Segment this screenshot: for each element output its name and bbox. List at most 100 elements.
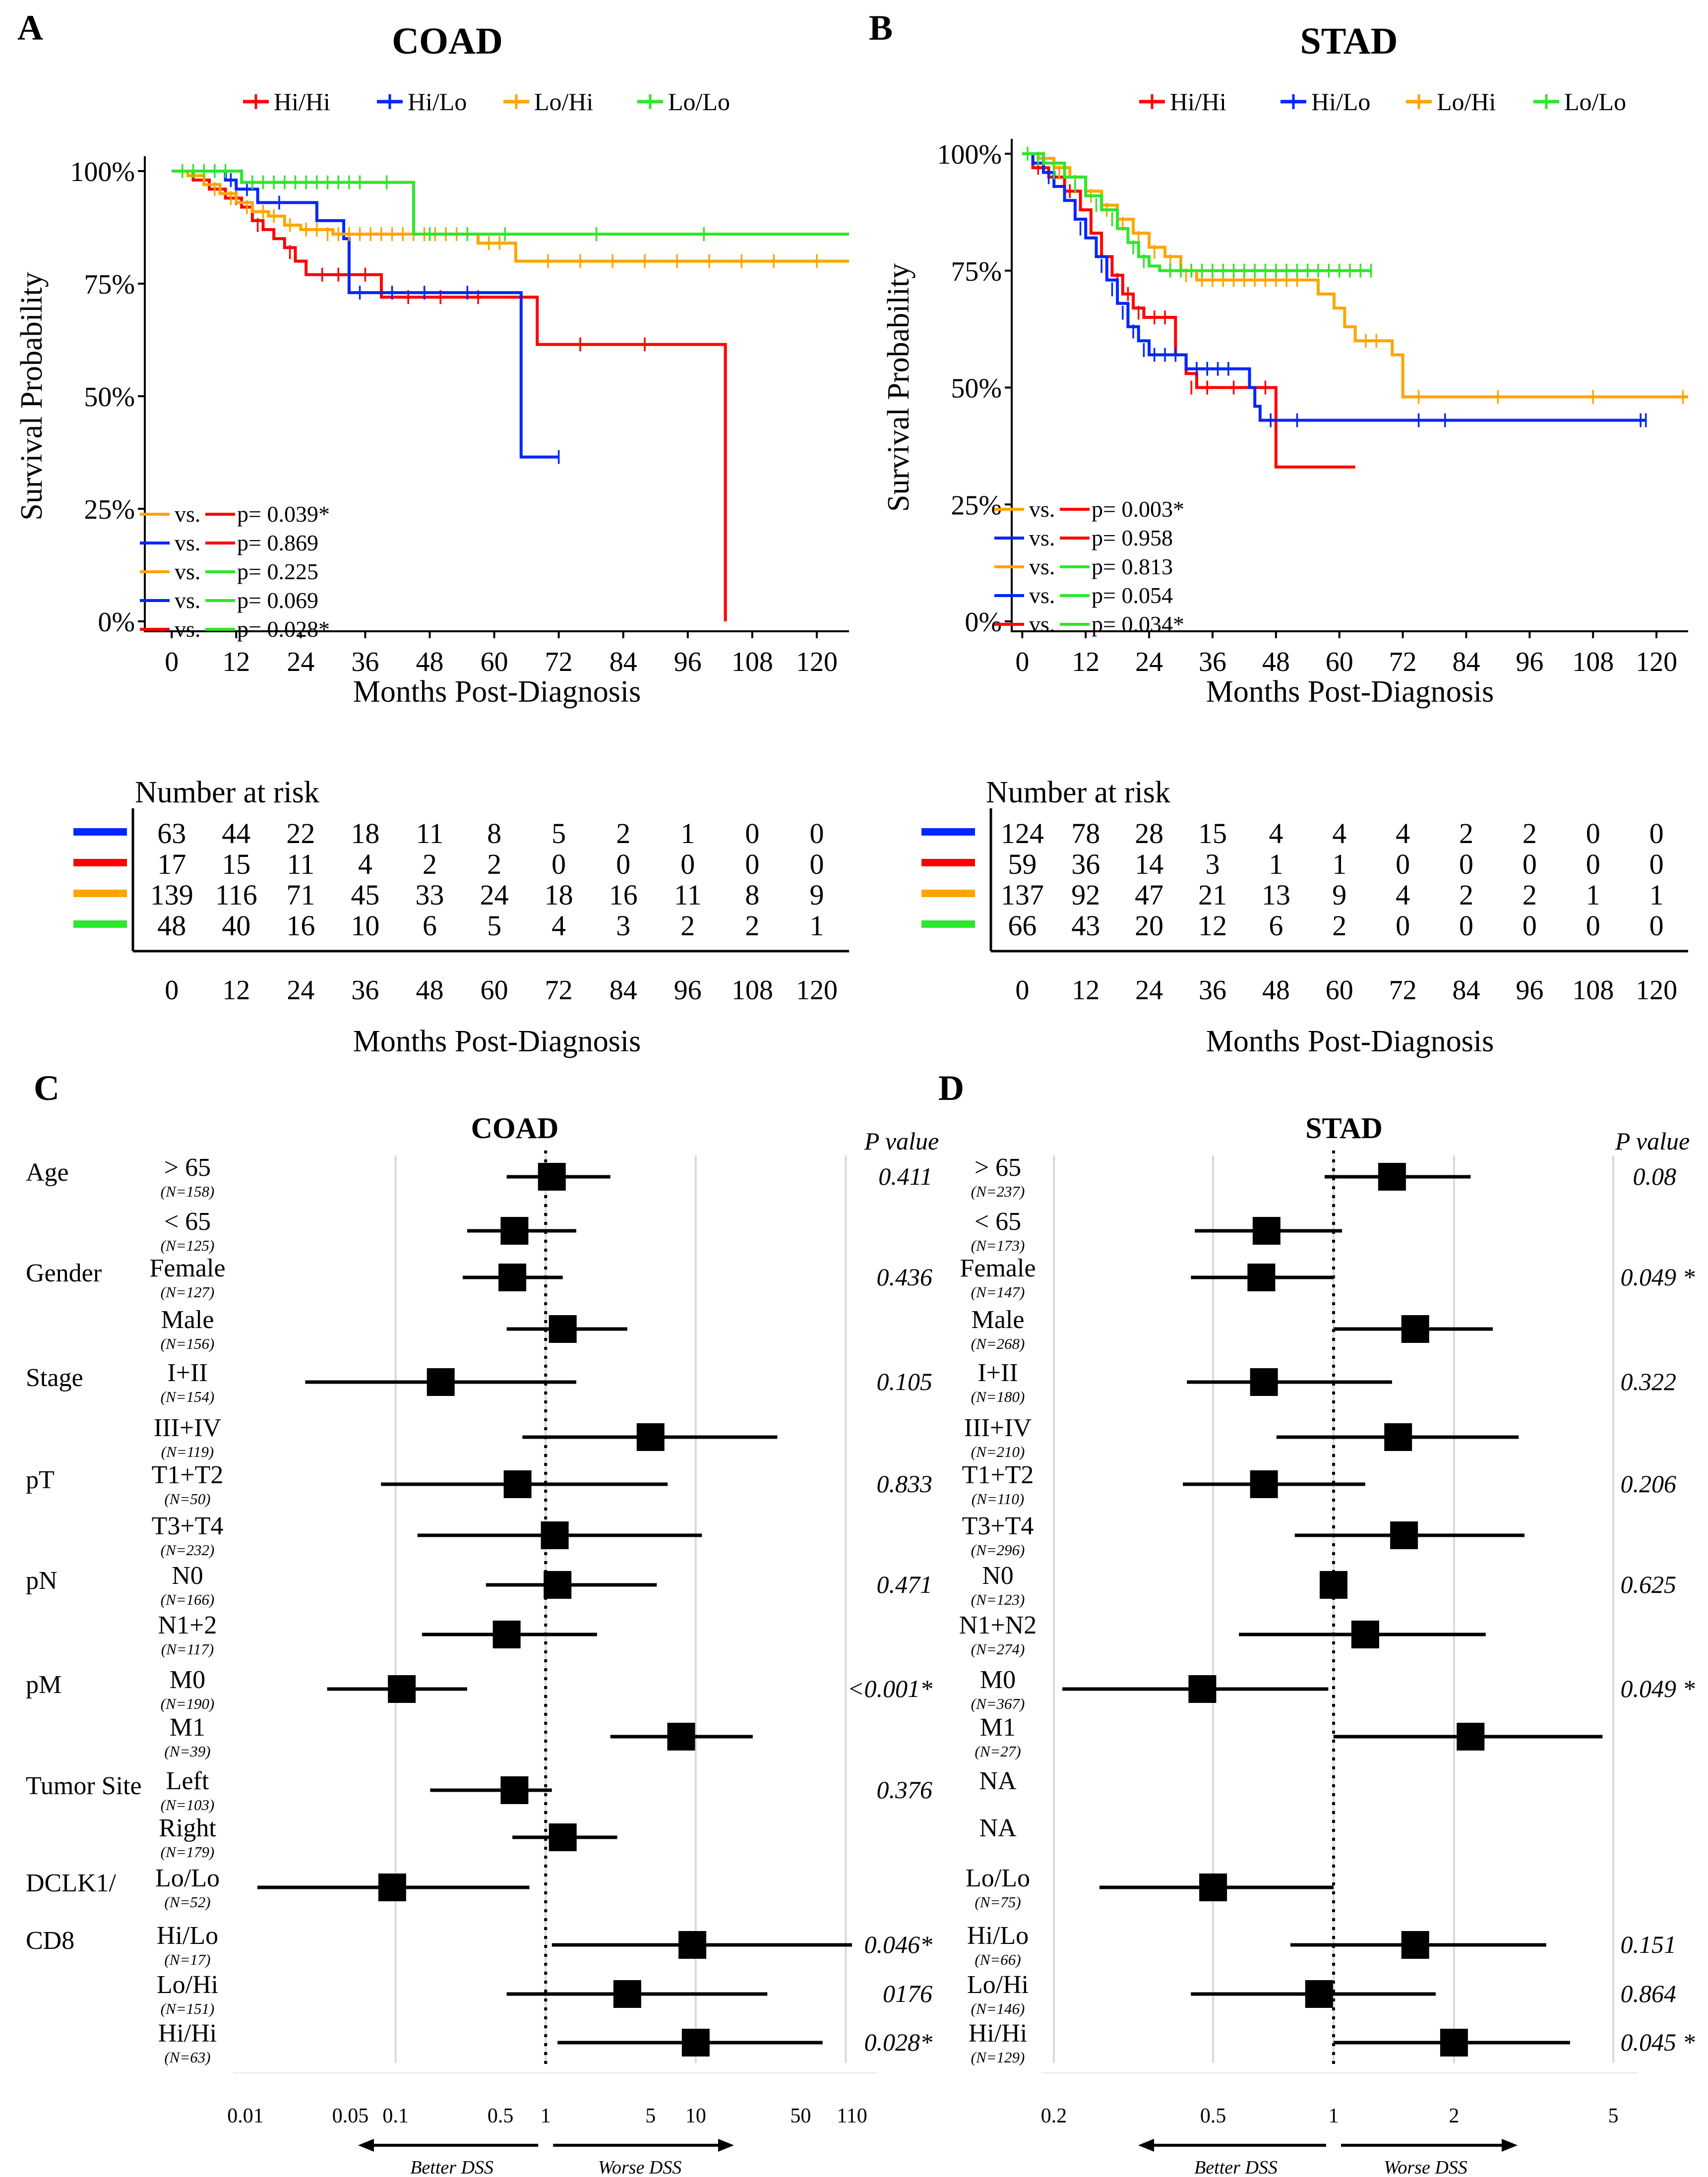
row-n: (N=110)	[972, 1490, 1024, 1508]
better-dss-label: Better DSS	[410, 2157, 493, 2177]
risk-count: 8	[745, 879, 759, 911]
risk-count: 1	[1649, 879, 1664, 911]
risk-count: 0	[1586, 848, 1600, 880]
risk-x-tick-label: 72	[1389, 975, 1417, 1006]
worse-dss-label: Worse DSS	[1384, 2157, 1467, 2177]
row-n: (N=173)	[971, 1237, 1025, 1254]
hr-marker	[427, 1368, 455, 1396]
p-value: 0.833	[877, 1470, 933, 1498]
risk-count: 1	[809, 909, 824, 942]
row-label: M1	[980, 1713, 1016, 1742]
row-label: Hi/Hi	[969, 2019, 1027, 2048]
y-tick-label: 100%	[70, 157, 135, 187]
row-label: Female	[149, 1254, 225, 1282]
risk-count: 43	[1071, 909, 1100, 942]
row-label: NA	[979, 1814, 1017, 1842]
worse-arrow-head	[1502, 2139, 1518, 2152]
pvalue-vs-label: vs.	[1029, 583, 1055, 608]
panel-letter-a: A	[17, 8, 43, 48]
hr-marker	[549, 1823, 577, 1851]
hr-marker	[1247, 1264, 1276, 1291]
legend-label: Lo/Hi	[1437, 88, 1496, 116]
risk-count: 4	[1396, 817, 1410, 849]
risk-x-tick-label: 84	[1452, 975, 1480, 1006]
p-value: 0.206	[1621, 1470, 1677, 1498]
row-label: Lo/Hi	[157, 1971, 218, 1999]
risk-x-tick-label: 120	[796, 975, 838, 1006]
risk-count: 10	[351, 909, 379, 942]
x-tick-label: 24	[1135, 647, 1163, 677]
row-n: (N=151)	[161, 2000, 215, 2017]
x-tick-label: 10	[685, 2105, 706, 2127]
risk-table-title: Number at risk	[986, 776, 1170, 809]
risk-count: 24	[480, 879, 509, 911]
risk-count: 0	[1649, 848, 1664, 880]
row-n: (N=119)	[161, 1443, 214, 1460]
panel-title: COAD	[392, 20, 503, 62]
p-value: 0.471	[877, 1571, 933, 1598]
x-tick-label: 2	[1449, 2105, 1459, 2127]
worse-dss-label: Worse DSS	[598, 2157, 682, 2177]
panel-letter-d: D	[938, 1068, 964, 1108]
risk-count: 2	[1523, 817, 1537, 849]
pvalue-vs-label: vs.	[175, 530, 200, 555]
row-n: (N=147)	[971, 1283, 1025, 1301]
risk-count: 6	[423, 909, 437, 942]
p-value: 0.049	[1621, 1675, 1677, 1702]
row-label: T1+T2	[152, 1461, 224, 1489]
hr-marker	[500, 1217, 529, 1245]
row-n: (N=123)	[971, 1591, 1025, 1608]
risk-count: 18	[545, 879, 573, 911]
risk-count: 40	[222, 909, 250, 942]
row-label: Left	[166, 1767, 209, 1795]
km-curve-hi-hi	[1022, 152, 1355, 469]
risk-count: 0	[1523, 909, 1537, 942]
p-value: 0.046*	[864, 1931, 933, 1958]
risk-count: 0	[1649, 817, 1664, 849]
risk-x-tick-label: 72	[545, 975, 573, 1006]
pvalue-text: p= 0.069	[237, 588, 318, 613]
hr-marker	[1320, 1571, 1347, 1599]
risk-count: 4	[1396, 879, 1410, 911]
risk-count: 16	[286, 909, 315, 942]
x-axis-title: Months Post-Diagnosis	[353, 675, 641, 709]
risk-row-swatch-lo-hi	[73, 890, 127, 897]
pvalue-vs-label: vs.	[175, 588, 200, 613]
row-n: (N=117)	[161, 1640, 214, 1658]
risk-count: 3	[616, 909, 630, 942]
risk-x-tick-label: 60	[1326, 975, 1353, 1006]
group-label: Stage	[26, 1364, 83, 1392]
km-plot-coad: A COAD Hi/Hi Hi/Lo Lo/Hi Lo/Lo 0% 25% 50% 75% 100%…	[15, 8, 849, 1058]
hr-marker	[1188, 1675, 1217, 1703]
hr-marker	[1252, 1217, 1281, 1245]
row-n: (N=17)	[164, 1951, 210, 1968]
row-label: T1+T2	[962, 1461, 1034, 1489]
risk-x-tick-label: 120	[1636, 975, 1677, 1006]
row-label: Lo/Hi	[967, 1971, 1029, 1999]
risk-count: 2	[1459, 817, 1473, 849]
risk-count: 13	[1262, 879, 1290, 911]
y-tick-label: 100%	[937, 139, 1002, 170]
risk-count: 22	[286, 817, 315, 849]
risk-x-axis-title: Months Post-Diagnosis	[353, 1025, 641, 1058]
p-value-star: *	[1683, 1675, 1695, 1702]
row-n: (N=166)	[161, 1591, 215, 1608]
row-n: (N=39)	[164, 1743, 210, 1760]
risk-count: 0	[1396, 909, 1410, 942]
pvalue-text: p= 0.034*	[1092, 611, 1184, 637]
row-label: N1+2	[158, 1611, 217, 1639]
row-n: (N=146)	[971, 2000, 1025, 2017]
km-curve-lo-lo	[1022, 152, 1371, 272]
row-n: (N=274)	[971, 1640, 1025, 1658]
risk-x-tick-label: 84	[610, 975, 637, 1006]
row-label: < 65	[164, 1208, 211, 1236]
x-tick-label: 96	[1516, 647, 1543, 677]
pvalue-text: p= 0.958	[1092, 525, 1173, 550]
row-n: (N=268)	[971, 1335, 1025, 1352]
row-n: (N=27)	[975, 1743, 1021, 1760]
x-tick-label: 1	[541, 2105, 551, 2127]
row-label: Hi/Lo	[157, 1922, 218, 1950]
risk-count: 20	[1135, 909, 1163, 942]
hr-marker	[667, 1723, 695, 1751]
risk-x-tick-label: 48	[1262, 975, 1290, 1006]
